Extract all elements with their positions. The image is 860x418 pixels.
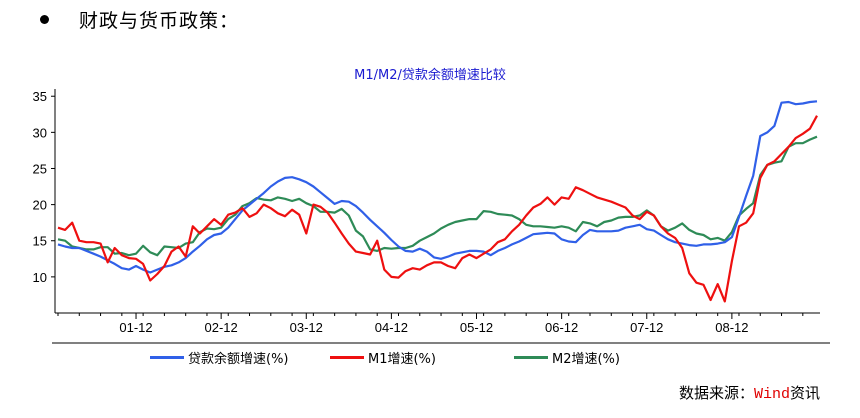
data-source-brand: Wind [753,386,790,403]
legend-label-loan: 贷款余额增速(%) [188,352,289,367]
y-tick-label: 20 [33,198,47,213]
section-heading-text: 财政与货币政策： [79,10,240,32]
data-source-suffix: 资讯 [789,384,820,402]
x-tick-label: 08-12 [715,320,748,335]
y-tick-label: 35 [33,89,47,104]
series-line-loan [57,100,818,274]
x-tick-label: 01-12 [119,320,152,335]
section-heading: 财政与货币政策： [40,6,239,33]
series-line-m2 [57,135,818,257]
legend-item-m1: M1增速(%) [330,348,436,367]
y-tick-label: 15 [33,234,47,249]
legend-swatch-loan [150,356,184,359]
x-tick-label: 06-12 [545,320,578,335]
legend-item-loan: 贷款余额增速(%) [150,348,289,367]
x-tick-label: 03-12 [290,320,323,335]
x-tick-label: 04-12 [375,320,408,335]
x-tick-label: 02-12 [205,320,238,335]
y-tick-label: 25 [33,161,47,176]
chart-legend: 贷款余额增速(%) M1增速(%) M2增速(%) [0,348,860,367]
legend-swatch-m2 [514,356,548,359]
series-line-m1 [57,115,818,303]
data-source: 数据来源：Wind资讯 [679,382,820,403]
y-tick-label: 10 [33,270,47,285]
data-source-prefix: 数据来源： [678,384,754,402]
legend-label-m1: M1增速(%) [368,352,436,367]
legend-swatch-m1 [330,356,364,359]
bullet-icon [40,15,49,24]
legend-label-m2: M2增速(%) [552,352,620,367]
x-tick-label: 07-12 [630,320,663,335]
x-tick-label: 05-12 [460,320,493,335]
legend-item-m2: M2增速(%) [514,348,620,367]
chart-title: M1/M2/贷款余额增速比较 [354,68,506,83]
y-tick-label: 30 [33,125,47,140]
